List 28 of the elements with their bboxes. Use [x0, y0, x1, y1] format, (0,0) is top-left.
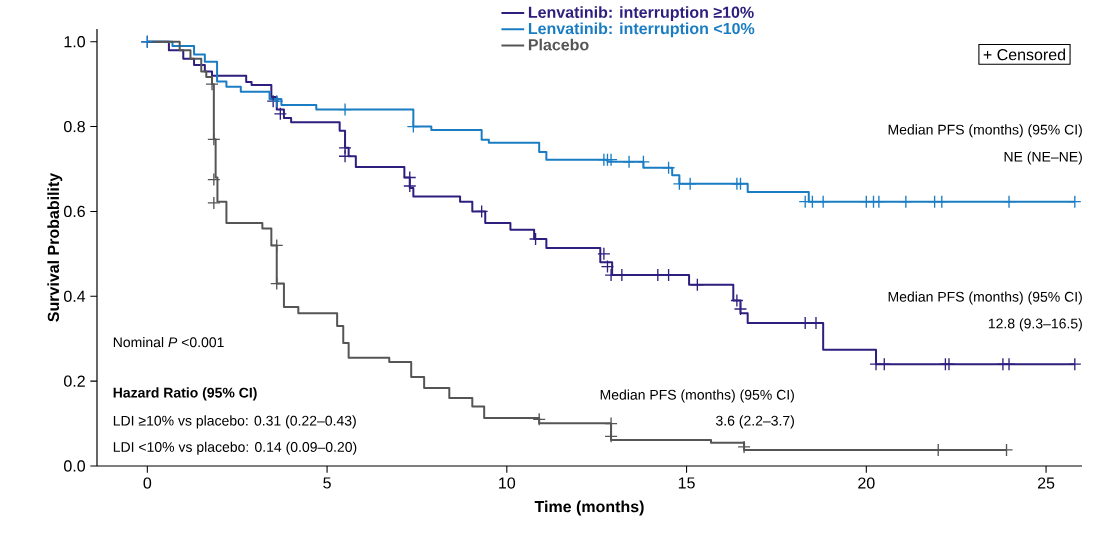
y-tick-label: 0.6: [64, 205, 85, 218]
x-tick-label: 5: [323, 477, 331, 489]
x-tick-label: 10: [499, 477, 516, 489]
legend-label: Placebo: [528, 38, 589, 51]
x-tick-label: 20: [858, 477, 875, 489]
x-tick-label: 15: [678, 477, 695, 489]
x-tick-label: 0: [143, 477, 152, 489]
annotation: 12.8 (9.3–16.5): [988, 318, 1082, 332]
annotation: Hazard Ratio (95% CI): [113, 387, 257, 401]
annotation: 3.6 (2.2–3.7): [716, 415, 794, 429]
annotation: + Censored: [983, 48, 1066, 61]
legend-label: Lenvatinib: interruption ≥10%: [528, 6, 754, 22]
annotation: LDI <10% vs placebo: 0.14 (0.09–0.20): [113, 441, 357, 455]
annotation: Median PFS (months) (95% CI): [888, 124, 1082, 138]
annotation: Median PFS (months) (95% CI): [888, 291, 1082, 305]
x-tick-label: 25: [1037, 477, 1055, 489]
annotation: Median PFS (months) (95% CI): [600, 389, 794, 403]
y-axis-title: Survival Probability: [47, 172, 63, 322]
y-tick-label: 0.2: [64, 375, 85, 387]
legend-label: Lenvatinib: interruption <10%: [528, 22, 755, 38]
annotation: Nominal P <0.001: [113, 336, 224, 348]
y-tick-label: 1.0: [64, 36, 86, 48]
x-axis-title: Time (months): [534, 500, 644, 516]
annotation: NE (NE–NE): [1004, 151, 1082, 165]
y-tick-label: 0.4: [64, 290, 86, 302]
annotation: LDI ≥10% vs placebo: 0.31 (0.22–0.43): [113, 415, 356, 429]
y-tick-label: 0.0: [64, 460, 86, 472]
y-tick-label: 0.8: [64, 120, 85, 133]
